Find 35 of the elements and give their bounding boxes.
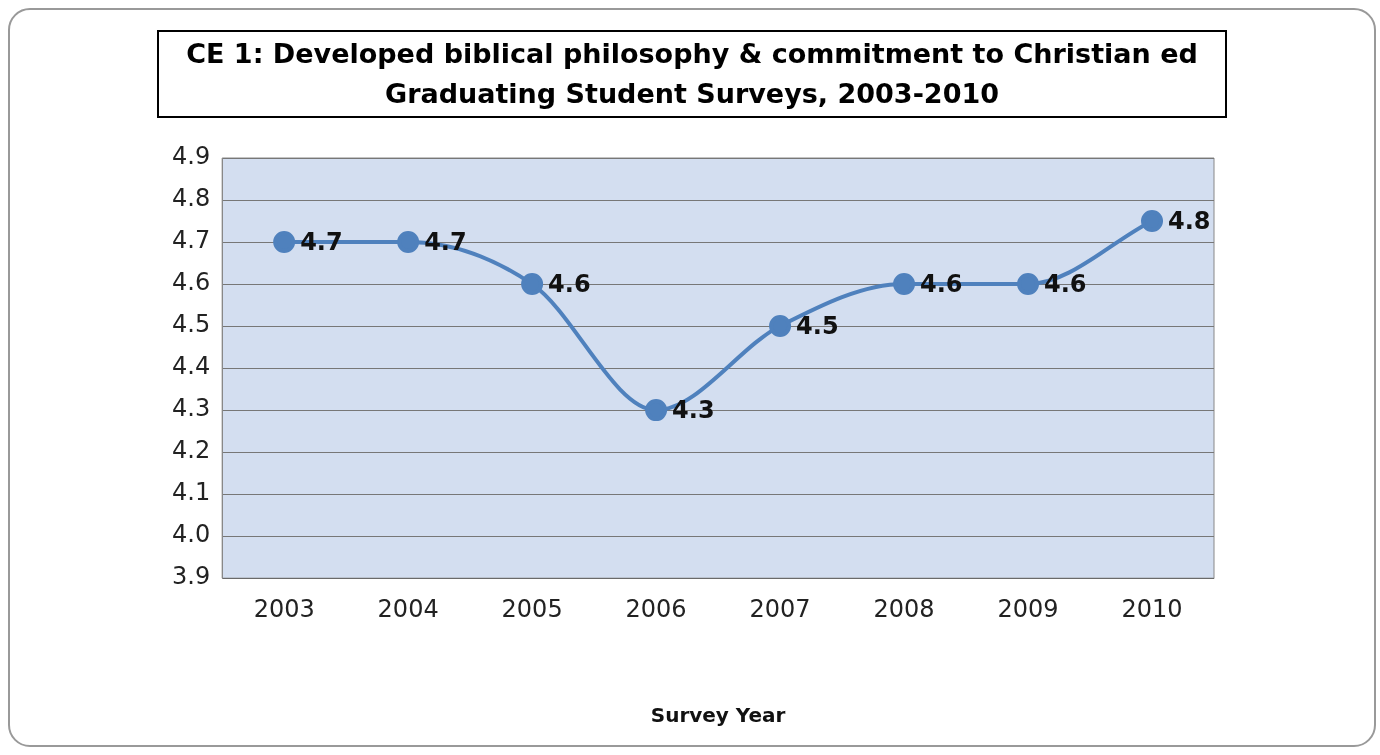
point bbox=[893, 273, 916, 296]
x-tick-label: 2005 bbox=[501, 594, 563, 623]
x-tick-label: 2003 bbox=[253, 594, 315, 623]
y-tick-label: 4.8 bbox=[172, 184, 211, 213]
y-tick-label: 4.9 bbox=[172, 142, 211, 171]
chart-title: CE 1: Developed biblical philosophy & commitment to Christian ed bbox=[185, 37, 1199, 71]
point bbox=[769, 315, 792, 338]
data-label: 4.8 bbox=[1168, 207, 1211, 236]
x-tick-label: 2007 bbox=[749, 594, 811, 623]
data-label: 4.6 bbox=[1044, 270, 1087, 299]
y-tick-label: 4.6 bbox=[172, 268, 211, 297]
y-tick-label: 4.5 bbox=[172, 310, 211, 339]
point bbox=[273, 231, 296, 254]
y-tick-label: 4.4 bbox=[172, 352, 211, 381]
point bbox=[1017, 273, 1040, 296]
x-tick-label: 2008 bbox=[873, 594, 935, 623]
x-tick-label: 2004 bbox=[377, 594, 439, 623]
data-label: 4.3 bbox=[672, 396, 715, 425]
x-tick-label: 2009 bbox=[997, 594, 1059, 623]
y-tick-label: 3.9 bbox=[172, 562, 211, 591]
y-tick-label: 4.2 bbox=[172, 436, 211, 465]
y-tick-label: 4.7 bbox=[172, 226, 211, 255]
point bbox=[645, 399, 668, 422]
x-tick-label: 2010 bbox=[1121, 594, 1183, 623]
x-axis-title: Survey Year bbox=[650, 703, 786, 728]
x-tick-label: 2006 bbox=[625, 594, 687, 623]
chart-subtitle: Graduating Student Surveys, 2003-2010 bbox=[383, 77, 1000, 111]
point bbox=[1141, 210, 1164, 233]
y-tick-label: 4.0 bbox=[172, 520, 211, 549]
y-tick-label: 4.3 bbox=[172, 394, 211, 423]
point bbox=[397, 231, 420, 254]
point bbox=[521, 273, 544, 296]
data-label: 4.6 bbox=[548, 270, 591, 299]
data-label: 4.5 bbox=[796, 312, 839, 341]
y-tick-label: 4.1 bbox=[172, 478, 211, 507]
